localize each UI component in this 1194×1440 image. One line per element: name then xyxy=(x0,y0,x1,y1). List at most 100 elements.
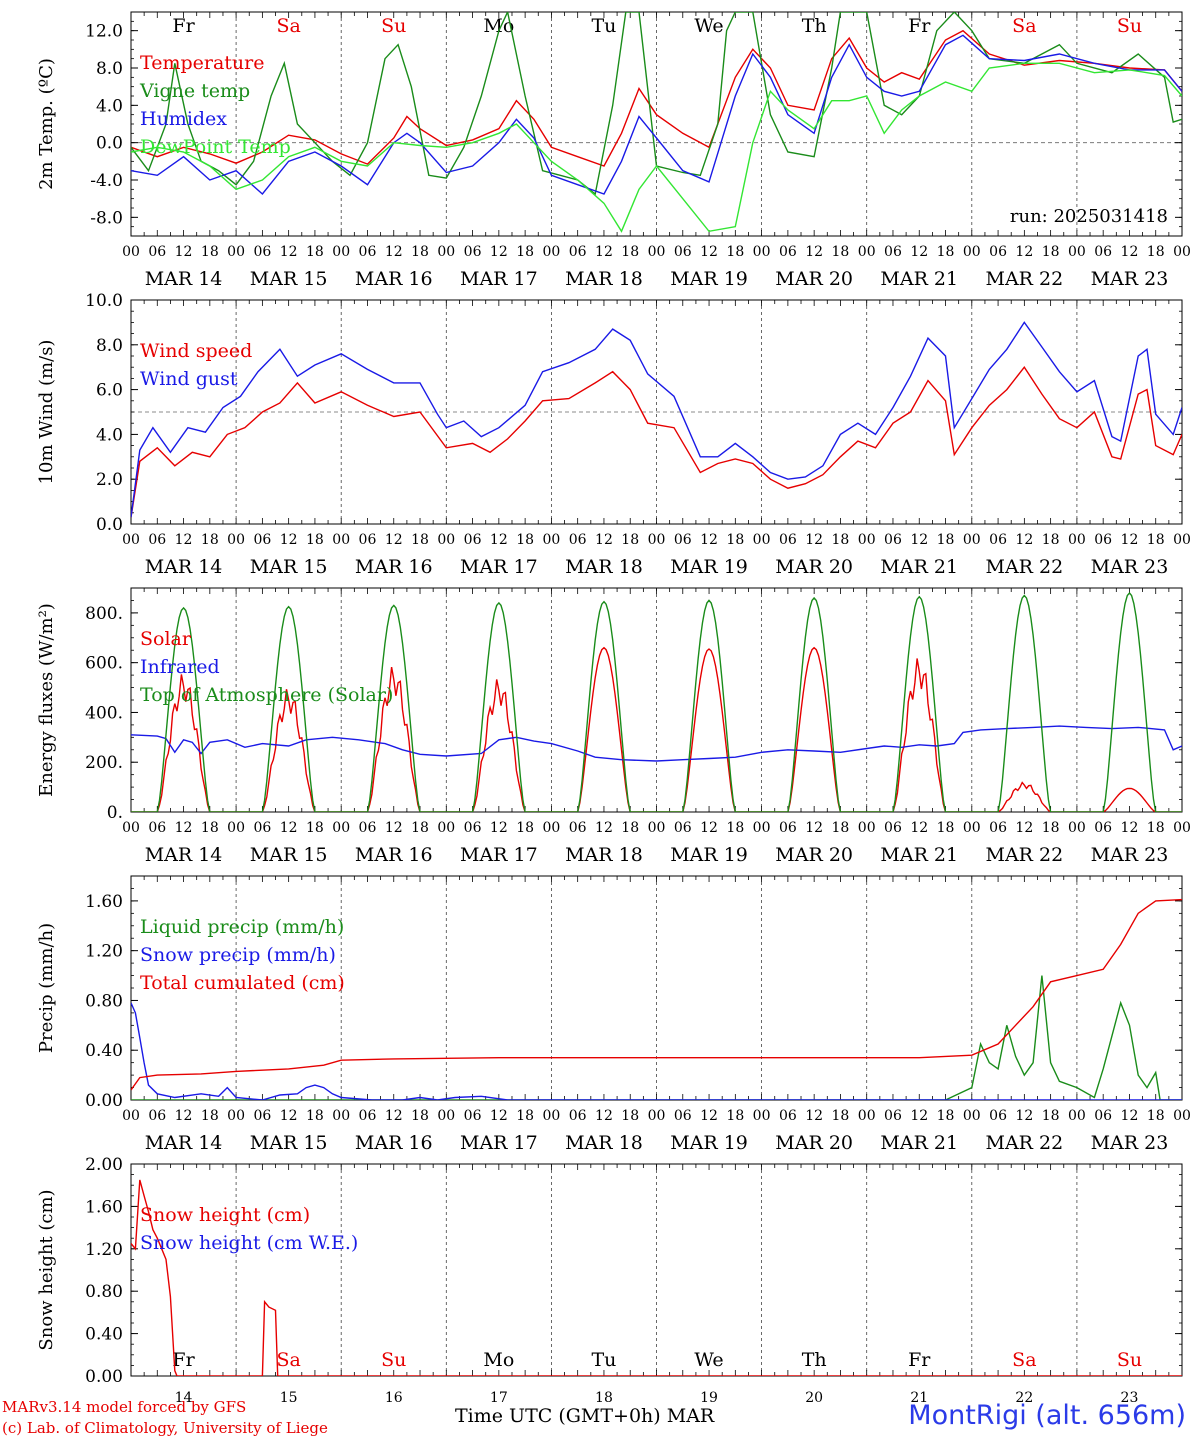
date-label: MAR 15 xyxy=(250,844,328,866)
hour-label: 12 xyxy=(490,820,508,836)
hour-label: 00 xyxy=(858,820,876,836)
date-label: MAR 18 xyxy=(565,1132,643,1154)
day-name-label: Tu xyxy=(591,1349,616,1371)
y-tick-label: 800. xyxy=(85,604,123,624)
hour-label: 06 xyxy=(1094,1108,1112,1124)
series-line xyxy=(131,646,1182,812)
hour-label: 18 xyxy=(1042,532,1060,548)
hour-label: 00 xyxy=(753,532,771,548)
day-name-label: Su xyxy=(1117,1349,1142,1371)
hour-label: 00 xyxy=(1068,1108,1086,1124)
hour-label: 12 xyxy=(280,244,298,260)
hour-label: 12 xyxy=(700,532,718,548)
hour-label: 06 xyxy=(148,1108,166,1124)
hour-label: 00 xyxy=(122,532,140,548)
date-label: MAR 14 xyxy=(145,1132,223,1154)
hour-label: 06 xyxy=(1094,244,1112,260)
day-name-label: Su xyxy=(381,15,406,37)
y-tick-label: 0. xyxy=(107,803,123,823)
y-tick-label: -8.0 xyxy=(90,208,123,228)
y-tick-label: 2.00 xyxy=(85,1155,123,1175)
hour-label: 12 xyxy=(280,820,298,836)
hour-label: 12 xyxy=(280,532,298,548)
date-label: MAR 14 xyxy=(145,268,223,290)
hour-label: 12 xyxy=(595,244,613,260)
series-line xyxy=(131,365,1182,518)
y-tick-label: 0.0 xyxy=(96,515,123,535)
date-label: MAR 22 xyxy=(985,556,1063,578)
hour-label: 06 xyxy=(779,244,797,260)
hour-label: 18 xyxy=(201,532,219,548)
hour-label: 06 xyxy=(148,820,166,836)
day-name-label: Sa xyxy=(276,1349,300,1371)
hour-label: 06 xyxy=(674,1108,692,1124)
day-number-label: 23 xyxy=(1121,1390,1139,1406)
y-axis-title: Precip (mm/h) xyxy=(36,923,57,1053)
legend-entry: Total cumulated (cm) xyxy=(140,972,345,994)
hour-label: 12 xyxy=(910,244,928,260)
date-label: MAR 16 xyxy=(355,556,433,578)
series-line xyxy=(131,725,1182,762)
hour-label: 00 xyxy=(542,532,560,548)
y-tick-label: 600. xyxy=(85,654,123,674)
hour-label: 00 xyxy=(858,244,876,260)
date-label: MAR 17 xyxy=(460,844,538,866)
hour-label: 00 xyxy=(858,1108,876,1124)
series-line xyxy=(131,62,1182,233)
day-number-label: 18 xyxy=(595,1390,613,1406)
hour-label: 06 xyxy=(464,1108,482,1124)
hour-label: 00 xyxy=(332,532,350,548)
legend-entry: Liquid precip (mm/h) xyxy=(140,916,344,938)
y-tick-label: 0.0 xyxy=(96,134,123,154)
hour-label: 00 xyxy=(122,244,140,260)
legend-entry: Wind speed xyxy=(140,340,252,362)
date-label: MAR 23 xyxy=(1091,1132,1169,1154)
series-line xyxy=(131,34,1182,196)
hour-label: 00 xyxy=(858,532,876,548)
hour-label: 00 xyxy=(963,532,981,548)
y-tick-label: 0.00 xyxy=(85,1091,123,1111)
hour-label: 18 xyxy=(411,244,429,260)
hour-label: 00 xyxy=(227,820,245,836)
date-label: MAR 22 xyxy=(985,1132,1063,1154)
day-number-label: 14 xyxy=(175,1390,193,1406)
date-label: MAR 15 xyxy=(250,556,328,578)
hour-label: 12 xyxy=(490,1108,508,1124)
legend-entry: Snow height (cm W.E.) xyxy=(140,1232,358,1254)
hour-label: 00 xyxy=(122,820,140,836)
hour-label: 18 xyxy=(621,244,639,260)
y-tick-label: 0.40 xyxy=(85,1041,123,1061)
hour-label: 18 xyxy=(621,1108,639,1124)
series-line xyxy=(131,975,1182,1100)
hour-label: 12 xyxy=(1121,1108,1139,1124)
legend-entry: Humidex xyxy=(140,108,227,130)
date-label: MAR 15 xyxy=(250,268,328,290)
hour-label: 12 xyxy=(1121,244,1139,260)
day-number-label: 21 xyxy=(910,1390,928,1406)
date-label: MAR 18 xyxy=(565,556,643,578)
date-label: MAR 19 xyxy=(670,1132,748,1154)
day-number-label: 19 xyxy=(700,1390,718,1406)
hour-label: 06 xyxy=(884,820,902,836)
hour-label: 06 xyxy=(464,244,482,260)
hour-label: 00 xyxy=(227,532,245,548)
hour-label: 06 xyxy=(569,532,587,548)
day-name-label: Sa xyxy=(276,15,300,37)
hour-label: 18 xyxy=(201,244,219,260)
day-number-label: 17 xyxy=(490,1390,508,1406)
y-axis-title: Energy fluxes (W/m²) xyxy=(36,603,57,797)
hour-label: 18 xyxy=(937,1108,955,1124)
day-name-label: Mo xyxy=(483,1349,514,1371)
hour-label: 00 xyxy=(437,1108,455,1124)
hour-label: 06 xyxy=(359,820,377,836)
hour-label: 00 xyxy=(1068,532,1086,548)
hour-label: 00 xyxy=(1068,820,1086,836)
hour-label: 18 xyxy=(832,532,850,548)
legend-entry: DewPoint Temp xyxy=(140,136,291,158)
legend-entry: Infrared xyxy=(140,656,220,678)
day-name-label: Fr xyxy=(172,15,195,37)
hour-label: 18 xyxy=(621,532,639,548)
hour-label: 18 xyxy=(411,532,429,548)
hour-label: 18 xyxy=(1042,244,1060,260)
day-number-label: 16 xyxy=(385,1390,403,1406)
